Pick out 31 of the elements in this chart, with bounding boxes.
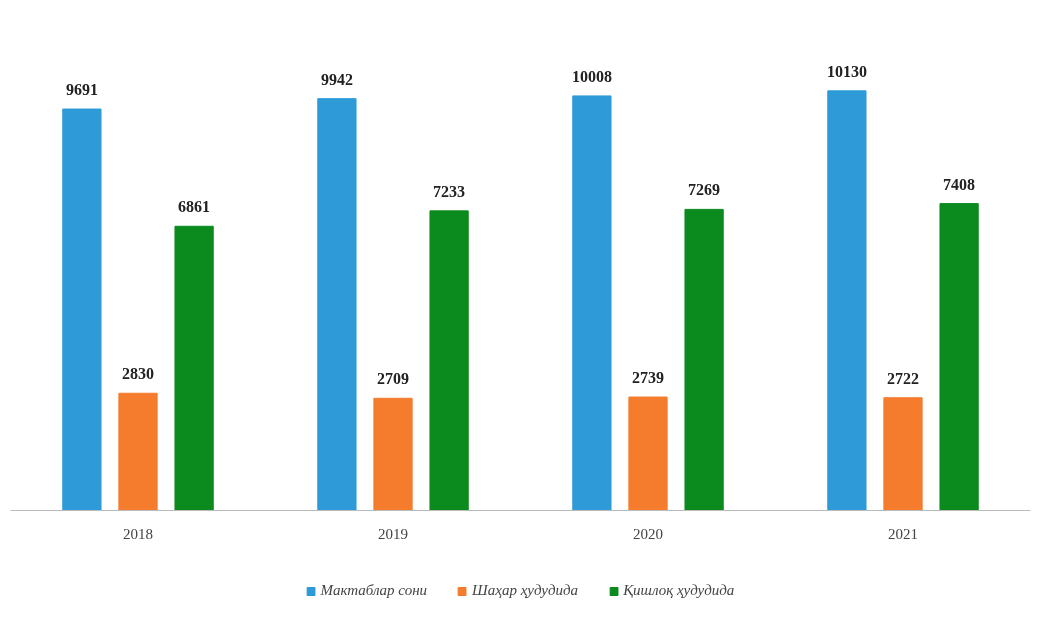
bar [118,392,158,511]
bar [62,108,102,511]
bar [939,203,979,511]
data-label: 7269 [688,181,721,199]
bar [827,90,867,511]
bar [684,208,724,511]
legend-label: Шаҳар ҳудудида [472,582,579,599]
bar [572,95,612,511]
x-tick-label: 2019 [378,525,408,542]
data-label: 7233 [433,182,466,200]
x-tick-label: 2018 [123,525,153,542]
legend-label: Қишлоқ ҳудудида [623,582,735,599]
bar [429,210,469,511]
bar [883,397,923,511]
data-label: 10008 [571,67,612,85]
data-label: 9691 [65,81,98,99]
data-label: 10130 [826,62,867,80]
bar [373,397,413,511]
bar [174,225,214,511]
data-label: 2739 [632,369,664,387]
data-label: 7408 [943,175,976,193]
x-tick-label: 2020 [633,525,663,542]
bar [317,98,357,511]
data-label: 2709 [377,370,409,388]
data-label: 9942 [320,70,353,88]
legend-label: Мактаблар сони [320,582,428,599]
data-label: 6861 [178,198,211,216]
data-label: 2722 [887,369,919,387]
x-tick-label: 2021 [888,525,918,542]
data-label: 2830 [122,365,154,383]
bar [628,396,668,511]
